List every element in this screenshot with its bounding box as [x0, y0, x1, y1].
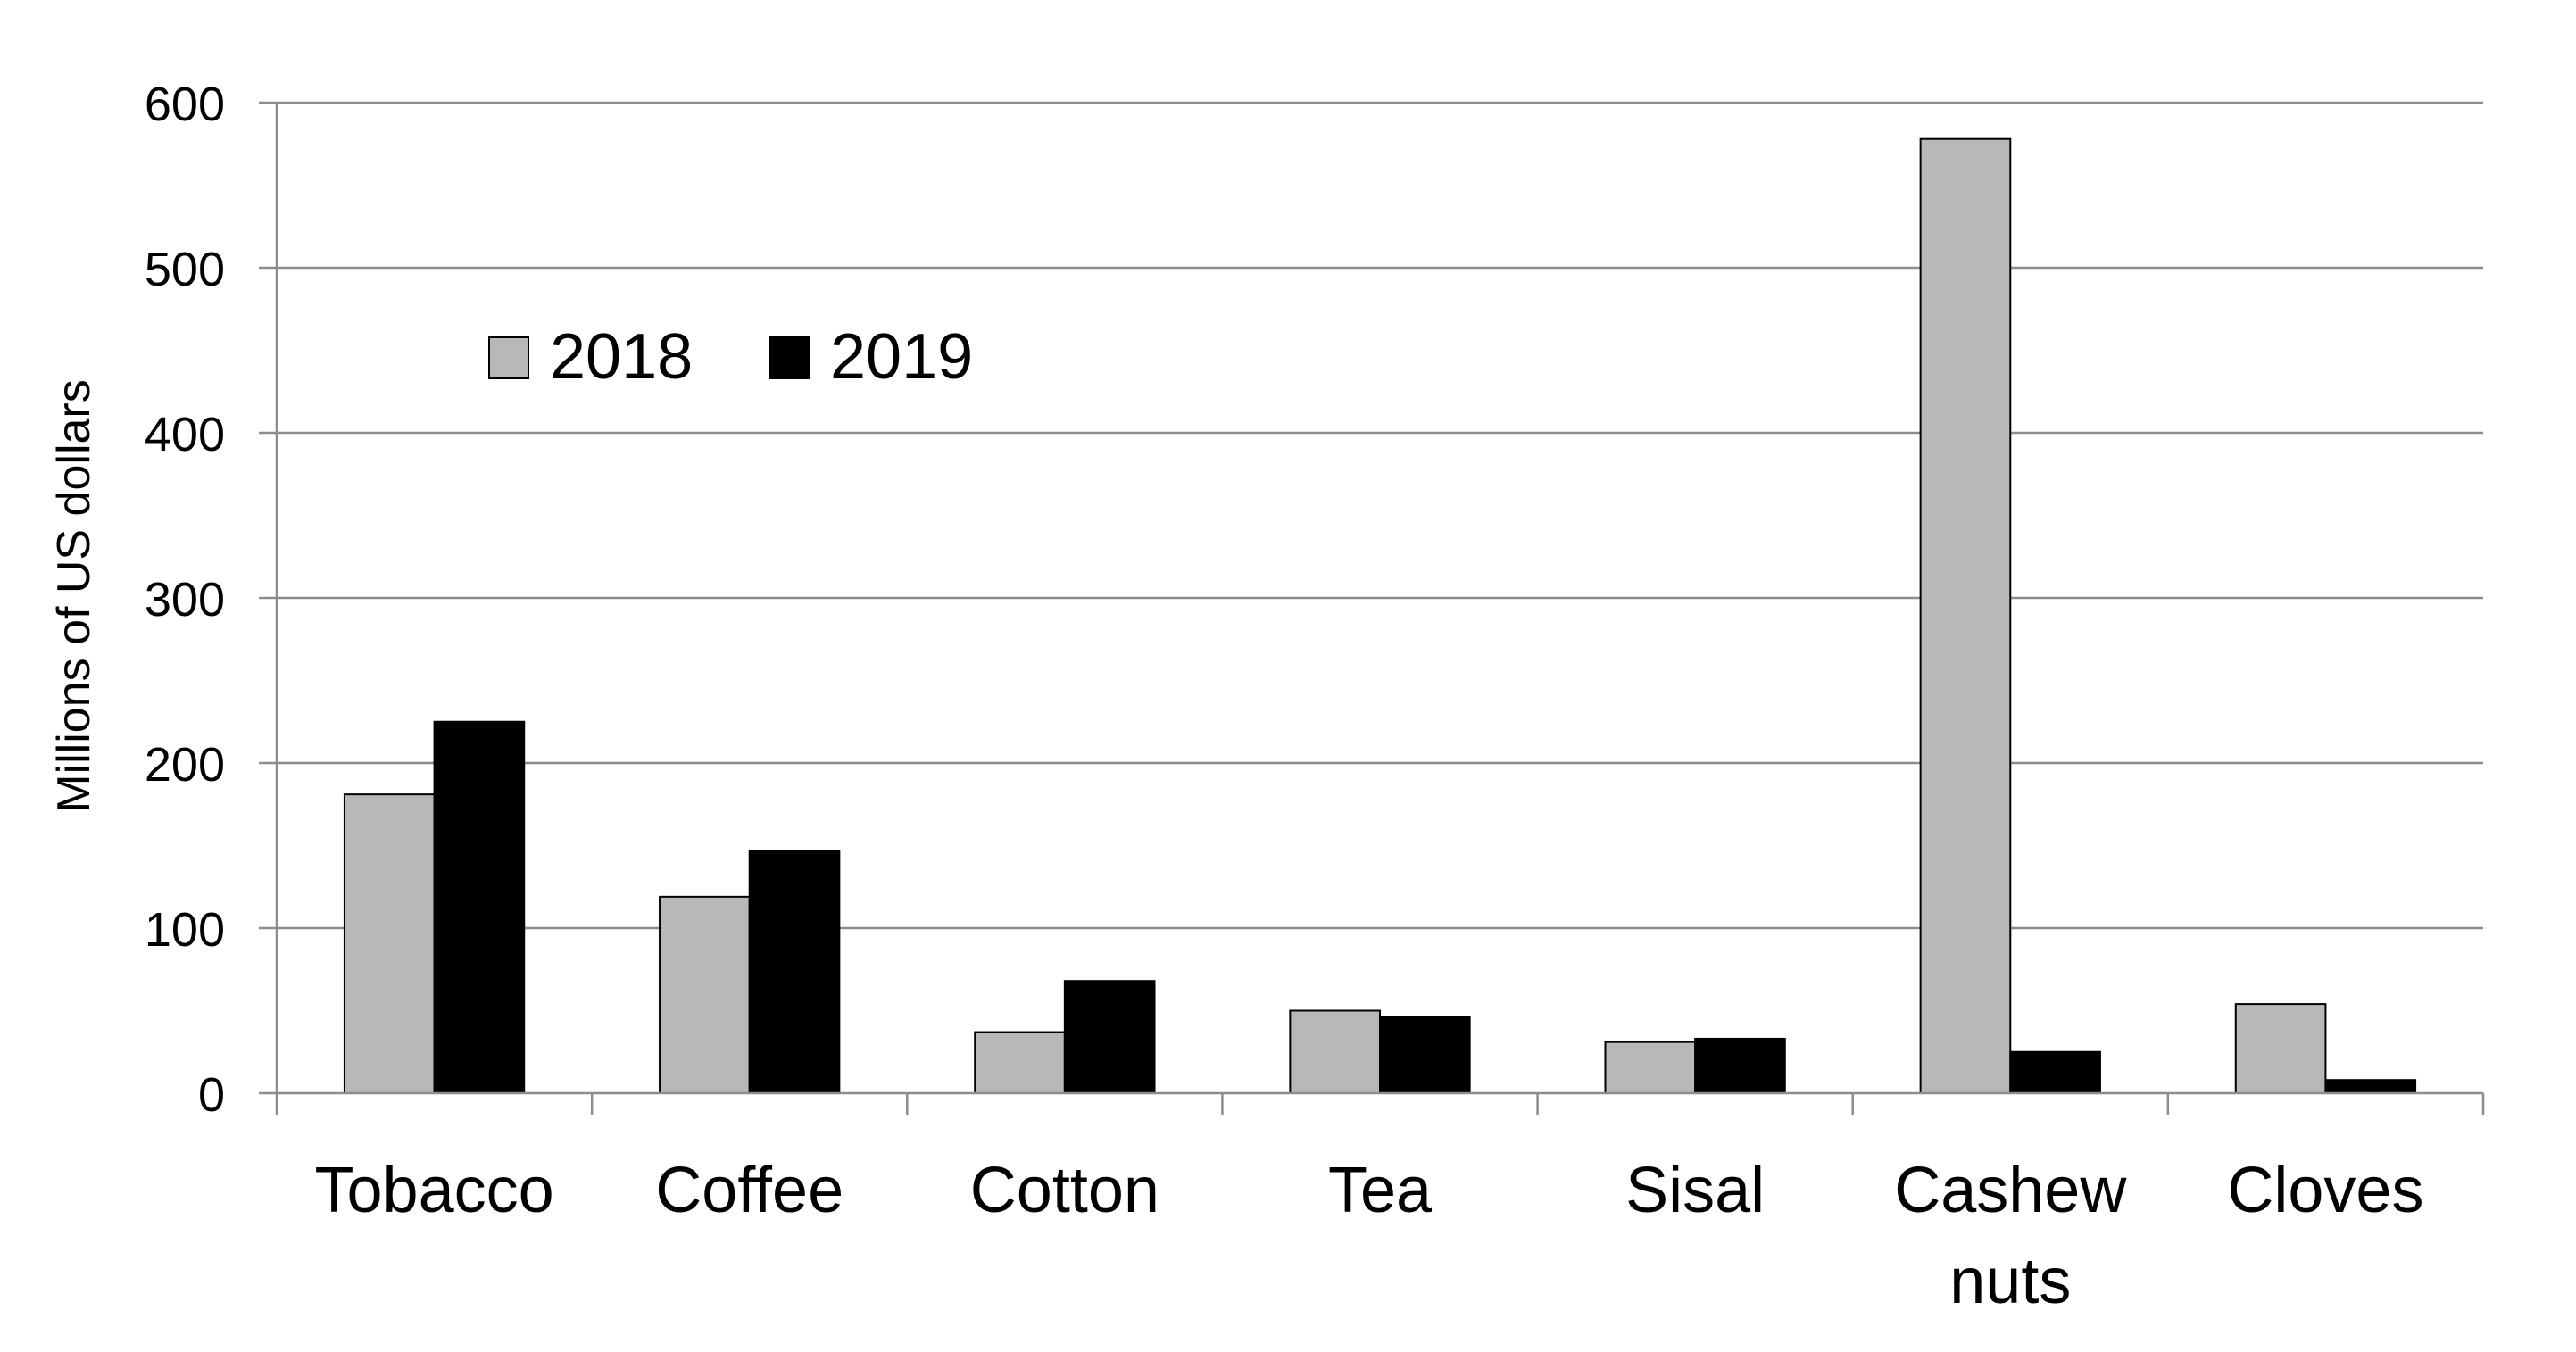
y-tick-label: 500: [145, 243, 225, 296]
x-category-label: Tea: [1328, 1155, 1433, 1226]
x-category-label: nuts: [1949, 1246, 2071, 1317]
y-tick-label: 400: [145, 408, 225, 461]
legend-label-2019: 2019: [830, 321, 973, 393]
x-category-label: Cotton: [970, 1155, 1159, 1226]
x-category-label: Tobacco: [314, 1155, 553, 1226]
bar-2019-tea: [1379, 1016, 1471, 1095]
y-tick-label: 0: [198, 1068, 225, 1122]
legend-swatch-2019: [769, 336, 810, 379]
x-category-label: Cashew: [1894, 1155, 2127, 1226]
y-tick-label: 100: [145, 903, 225, 957]
y-tick-labels: 0 100 200 300 400 500 600: [145, 78, 225, 1122]
axes: [259, 101, 2485, 1115]
y-tick-label: 200: [145, 738, 225, 792]
bar-2018-coffee: [659, 895, 751, 1094]
bar-2019-cloves: [2324, 1079, 2417, 1094]
gridlines: [277, 101, 2483, 930]
x-category-label: Coffee: [655, 1155, 843, 1226]
bar-2018-tobacco: [343, 793, 436, 1095]
legend-label-2018: 2018: [550, 321, 693, 393]
bar-2019-cashew-nuts: [2009, 1050, 2101, 1094]
bars: [343, 137, 2417, 1095]
bar-2019-coffee: [748, 850, 841, 1094]
x-category-label: Cloves: [2227, 1155, 2423, 1226]
bar-2018-tea: [1289, 1009, 1381, 1094]
bar-2018-cotton: [974, 1031, 1066, 1095]
bar-2019-cotton: [1063, 980, 1156, 1094]
y-tick-label: 600: [145, 78, 225, 131]
x-category-label: Sisal: [1625, 1155, 1765, 1226]
y-tick-label: 300: [145, 573, 225, 626]
y-axis-label: Millions of US dollars: [48, 379, 100, 813]
legend-swatch-2018: [488, 336, 529, 379]
bar-2018-sisal: [1604, 1041, 1697, 1095]
bar-2018-cashew-nuts: [1919, 137, 2012, 1095]
bar-2019-tobacco: [433, 720, 526, 1094]
legend: 2018 2019: [488, 321, 973, 393]
bar-2019-sisal: [1694, 1037, 1786, 1094]
x-category-labels: Tobacco Coffee Cotton Tea Sisal Cashew nuts Clo…: [314, 1155, 2423, 1317]
bar-2018-cloves: [2234, 1003, 2327, 1094]
